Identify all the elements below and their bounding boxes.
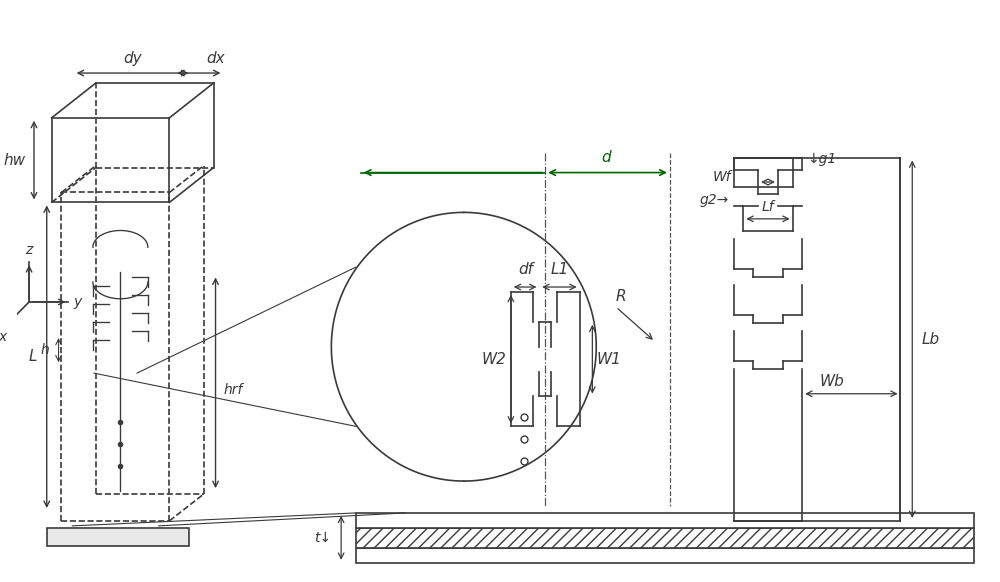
Text: df: df (518, 262, 533, 277)
Text: dx: dx (207, 51, 225, 66)
Text: h: h (41, 343, 50, 357)
Text: R: R (615, 289, 626, 304)
Text: Wb: Wb (820, 374, 845, 389)
Text: W2: W2 (482, 352, 507, 367)
FancyBboxPatch shape (356, 528, 974, 548)
Text: z: z (25, 243, 33, 257)
FancyBboxPatch shape (356, 513, 974, 528)
Text: L: L (28, 349, 37, 364)
Text: g2→: g2→ (700, 193, 729, 207)
Text: x: x (0, 330, 7, 344)
FancyBboxPatch shape (356, 548, 974, 563)
Text: L1: L1 (551, 262, 569, 277)
Text: t↓: t↓ (314, 531, 331, 545)
Text: d: d (601, 150, 611, 165)
Text: Lb: Lb (922, 332, 940, 347)
Text: hrf: hrf (223, 382, 243, 396)
Text: W1: W1 (597, 352, 621, 367)
Text: ↓g1: ↓g1 (807, 152, 837, 166)
Text: hw: hw (3, 152, 25, 168)
Text: y: y (73, 295, 81, 309)
Text: Wf: Wf (713, 170, 732, 184)
FancyBboxPatch shape (47, 528, 189, 546)
Text: Lf: Lf (762, 200, 774, 214)
Text: dy: dy (123, 51, 142, 66)
